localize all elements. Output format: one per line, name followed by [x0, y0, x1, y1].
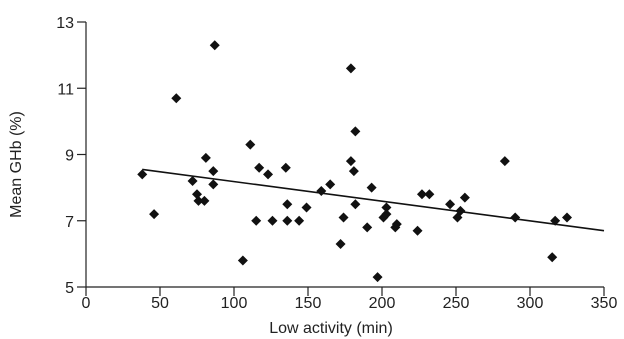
data-point — [455, 205, 466, 216]
y-tick-label: 11 — [57, 81, 74, 98]
data-point — [187, 176, 198, 186]
x-ticks: 0 50 100 150 200 250 300 350 — [82, 287, 618, 312]
axes — [85, 22, 604, 288]
data-point — [335, 238, 346, 249]
data-point — [171, 93, 182, 104]
y-tick-label: 9 — [65, 148, 74, 165]
data-point — [192, 189, 202, 200]
data-point — [209, 40, 220, 51]
data-points — [137, 40, 572, 283]
data-point — [254, 162, 265, 173]
data-point — [499, 156, 510, 167]
data-point — [350, 199, 361, 210]
data-point — [348, 166, 359, 177]
data-point — [294, 215, 305, 226]
data-point — [350, 126, 361, 137]
x-tick-label: 150 — [295, 295, 322, 312]
data-point — [280, 162, 291, 173]
y-ticks: 5 7 9 11 13 — [56, 15, 86, 297]
data-point — [381, 209, 392, 220]
data-point — [193, 195, 204, 206]
data-point — [416, 189, 427, 200]
data-point — [562, 212, 572, 223]
data-point — [372, 272, 383, 283]
data-point — [459, 192, 470, 203]
data-point — [424, 189, 435, 200]
data-point — [237, 255, 248, 266]
data-point — [282, 199, 293, 210]
data-point — [208, 179, 219, 190]
x-tick-label: 250 — [443, 295, 470, 312]
x-axis-label: Low activity (min) — [269, 320, 393, 337]
data-point — [325, 179, 336, 190]
data-point — [149, 209, 160, 220]
data-point — [366, 182, 377, 193]
data-point — [445, 199, 456, 210]
data-point — [267, 215, 278, 226]
data-point — [547, 252, 558, 263]
data-point — [251, 215, 262, 226]
y-tick-label: 7 — [65, 214, 74, 231]
data-point — [282, 215, 293, 226]
data-point — [137, 169, 148, 180]
x-tick-label: 300 — [517, 295, 544, 312]
data-point — [245, 139, 256, 150]
data-point — [316, 185, 327, 196]
data-point — [199, 195, 210, 206]
data-point — [550, 215, 561, 226]
data-point — [391, 219, 402, 230]
data-point — [200, 152, 211, 163]
data-point — [208, 166, 219, 177]
data-point — [345, 156, 356, 167]
y-tick-label: 5 — [65, 280, 74, 297]
y-tick-label: 13 — [56, 15, 74, 32]
x-tick-label: 350 — [591, 295, 618, 312]
x-tick-label: 50 — [151, 295, 169, 312]
y-axis-label: Mean GHb (%) — [8, 111, 25, 218]
data-point — [338, 212, 349, 223]
data-point — [412, 225, 423, 236]
data-point — [510, 212, 521, 223]
x-tick-label: 100 — [221, 295, 248, 312]
data-point — [381, 202, 392, 213]
x-tick-label: 200 — [369, 295, 396, 312]
data-point — [362, 222, 373, 233]
data-point — [263, 169, 274, 180]
trend-line — [142, 168, 605, 232]
data-point — [345, 63, 356, 74]
x-tick-label: 0 — [82, 295, 91, 312]
data-point — [301, 202, 312, 213]
